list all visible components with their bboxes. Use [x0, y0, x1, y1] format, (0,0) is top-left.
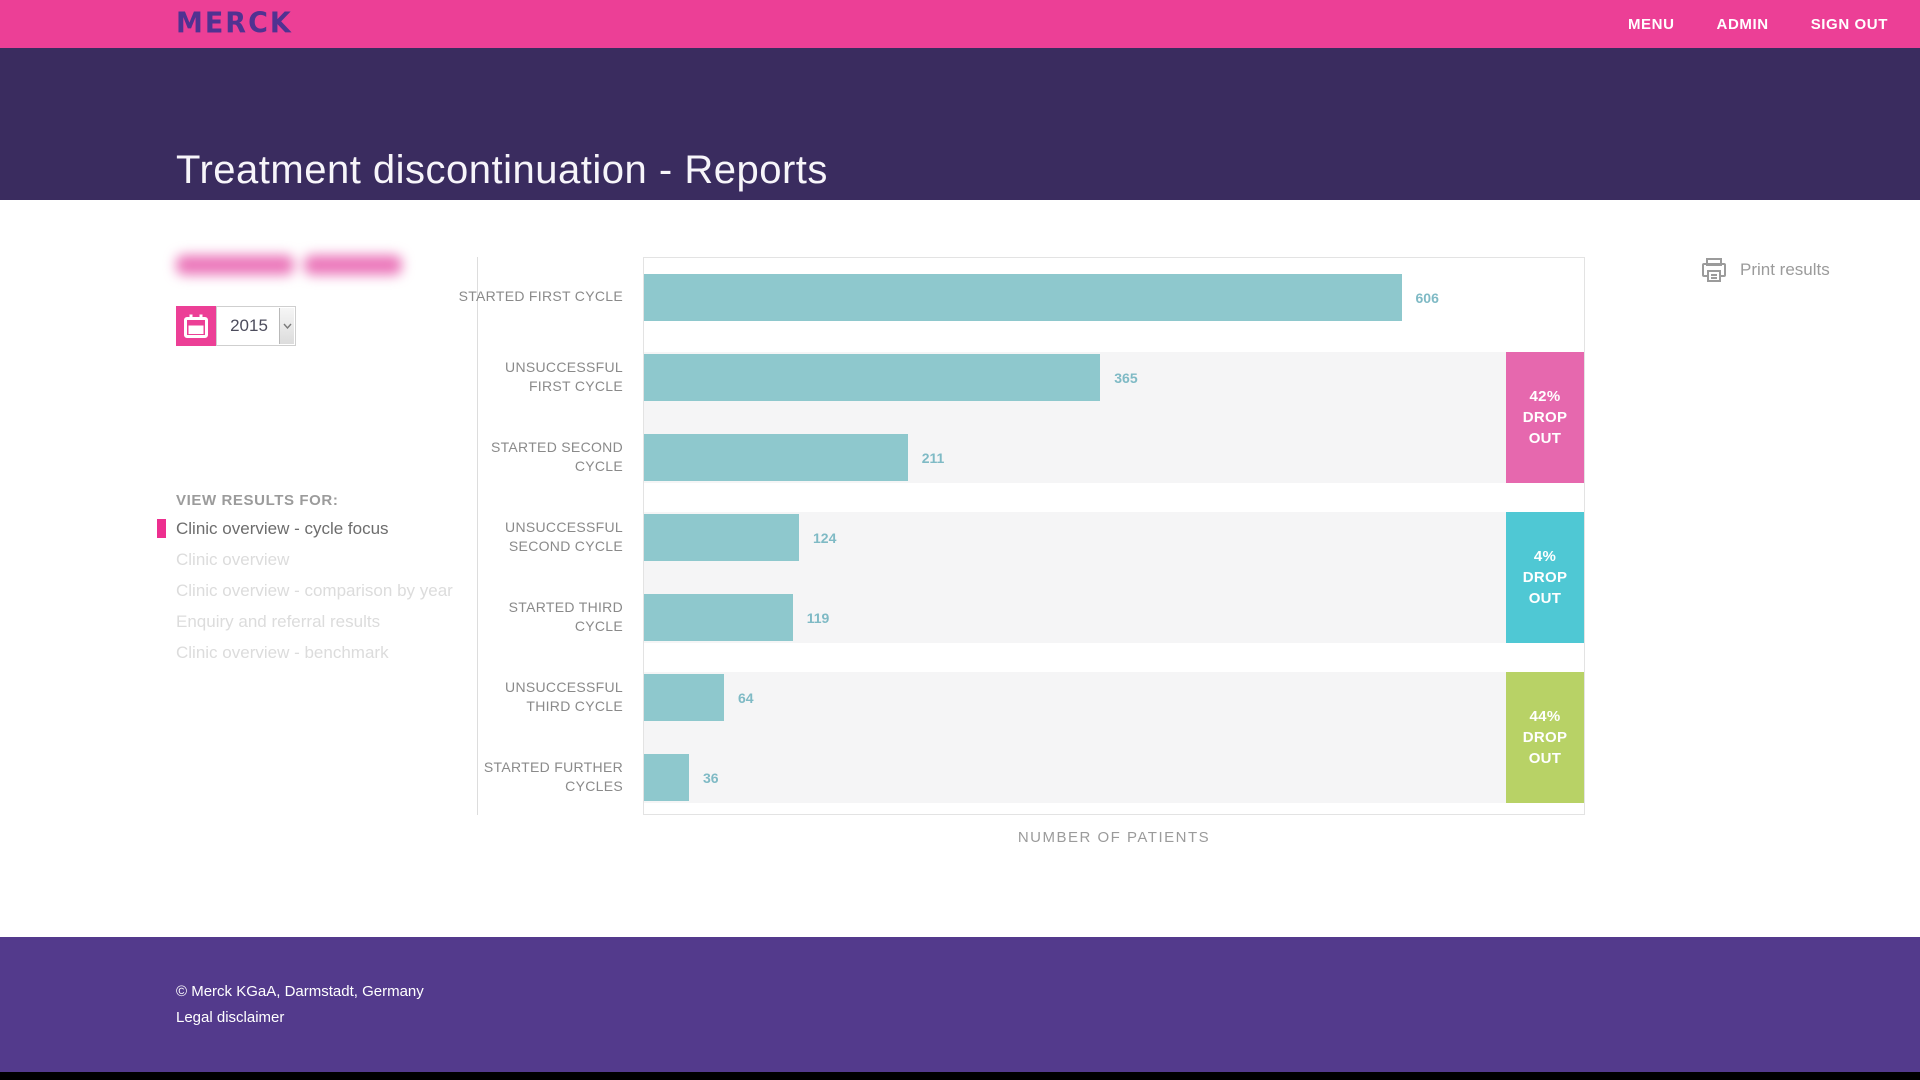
dropout-badge-line: 4%: [1533, 548, 1557, 565]
chevron-down-icon: [279, 308, 294, 344]
nav-item-sign-out[interactable]: SIGN OUT: [1810, 15, 1888, 33]
footer: © Merck KGaA, Darmstadt, Germany Legal d…: [0, 937, 1920, 1072]
menu-item-enquiry-and-referral-results[interactable]: Enquiry and referral results: [176, 612, 381, 631]
bar-value: 36: [703, 769, 719, 786]
copyright-text: © Merck KGaA, Darmstadt, Germany: [176, 983, 424, 1000]
bar: [644, 354, 1101, 401]
bar-value: 211: [921, 449, 945, 466]
bar: [644, 514, 799, 561]
nav-item-menu[interactable]: MENU: [1627, 15, 1675, 33]
results-menu: Clinic overview - cycle focus Clinic over…: [157, 513, 466, 668]
menu-item-clinic-overview-cycle-focus[interactable]: Clinic overview - cycle focus: [157, 513, 466, 544]
dropout-badge-line: OUT: [1528, 750, 1562, 767]
dropout-badge-line: DROP: [1522, 569, 1568, 586]
bar: [644, 754, 689, 801]
category-label: STARTED SECOND CYCLE: [490, 438, 623, 474]
hero-banner: Treatment discontinuation - Reports: [0, 48, 1920, 200]
top-nav: MENU ADMIN SIGN OUT: [1628, 0, 1888, 48]
menu-item-clinic-overview-benchmark[interactable]: Clinic overview - benchmark: [176, 643, 389, 662]
category-label: STARTED THIRD CYCLE: [508, 598, 623, 634]
calendar-icon: [184, 314, 208, 338]
chart-x-axis-label: NUMBER OF PATIENTS: [1017, 829, 1211, 846]
dropout-badge: 44% DROP OUT: [1506, 672, 1584, 803]
dropout-badge: 42% DROP OUT: [1506, 352, 1584, 483]
dropout-badge-line: OUT: [1528, 590, 1562, 607]
menu-item-clinic-overview-comparison-by-year[interactable]: Clinic overview - comparison by year: [176, 581, 453, 600]
bottom-strip: [0, 1072, 1920, 1080]
dropout-badge-line: 44%: [1529, 708, 1561, 725]
calendar-button[interactable]: [176, 306, 216, 346]
redacted-text-blob: [304, 255, 402, 275]
chart-labels: STARTED FIRST CYCLE UNSUCCESSFUL FIRST CYC…: [459, 257, 633, 815]
bar-value: 119: [806, 609, 830, 626]
category-label: UNSUCCESSFUL THIRD CYCLE: [505, 678, 623, 714]
dropout-badge-line: 42%: [1529, 388, 1561, 405]
view-results-label: VIEW RESULTS FOR:: [176, 492, 339, 509]
category-label: UNSUCCESSFUL SECOND CYCLE: [505, 518, 623, 554]
bar-value: 124: [813, 529, 837, 546]
group-band: [644, 672, 1584, 803]
bar-value: 365: [1114, 369, 1138, 386]
chart-plot: 42% DROP OUT 4% DROP OUT 44% DROP OUT 606 365 211 12…: [643, 257, 1585, 815]
bar-value: 64: [738, 689, 754, 706]
bar: [644, 594, 793, 641]
printer-icon: [1702, 258, 1726, 282]
page-title: Treatment discontinuation - Reports: [176, 148, 828, 192]
menu-item-clinic-overview[interactable]: Clinic overview: [176, 550, 290, 569]
category-label: STARTED FIRST CYCLE: [458, 288, 623, 304]
dropout-badge-line: DROP: [1522, 409, 1568, 426]
dropout-badge-line: OUT: [1528, 430, 1562, 447]
category-label: STARTED FURTHER CYCLES: [483, 758, 623, 794]
year-select[interactable]: 2015: [216, 306, 296, 346]
category-label: UNSUCCESSFUL FIRST CYCLE: [505, 358, 623, 394]
year-value: 2015: [230, 316, 268, 335]
clinic-name-redacted: [176, 255, 402, 275]
group-band: [644, 512, 1584, 643]
nav-item-admin[interactable]: ADMIN: [1716, 15, 1769, 33]
bar: [644, 434, 908, 481]
year-picker: 2015: [176, 306, 296, 346]
bar: [644, 674, 724, 721]
merck-logo[interactable]: MERCK: [176, 7, 293, 40]
redacted-text-blob: [176, 255, 294, 275]
bar: [644, 274, 1402, 321]
print-results-button[interactable]: Print results: [1700, 256, 1830, 284]
dropout-badge: 4% DROP OUT: [1506, 512, 1584, 643]
legal-disclaimer-link[interactable]: Legal disclaimer: [176, 1009, 285, 1026]
print-results-label: Print results: [1740, 260, 1830, 279]
vertical-divider: [477, 257, 478, 815]
bar-value: 606: [1415, 289, 1439, 306]
dropout-badge-line: DROP: [1522, 729, 1568, 746]
top-bar: MERCK MENU ADMIN SIGN OUT: [0, 0, 1920, 48]
